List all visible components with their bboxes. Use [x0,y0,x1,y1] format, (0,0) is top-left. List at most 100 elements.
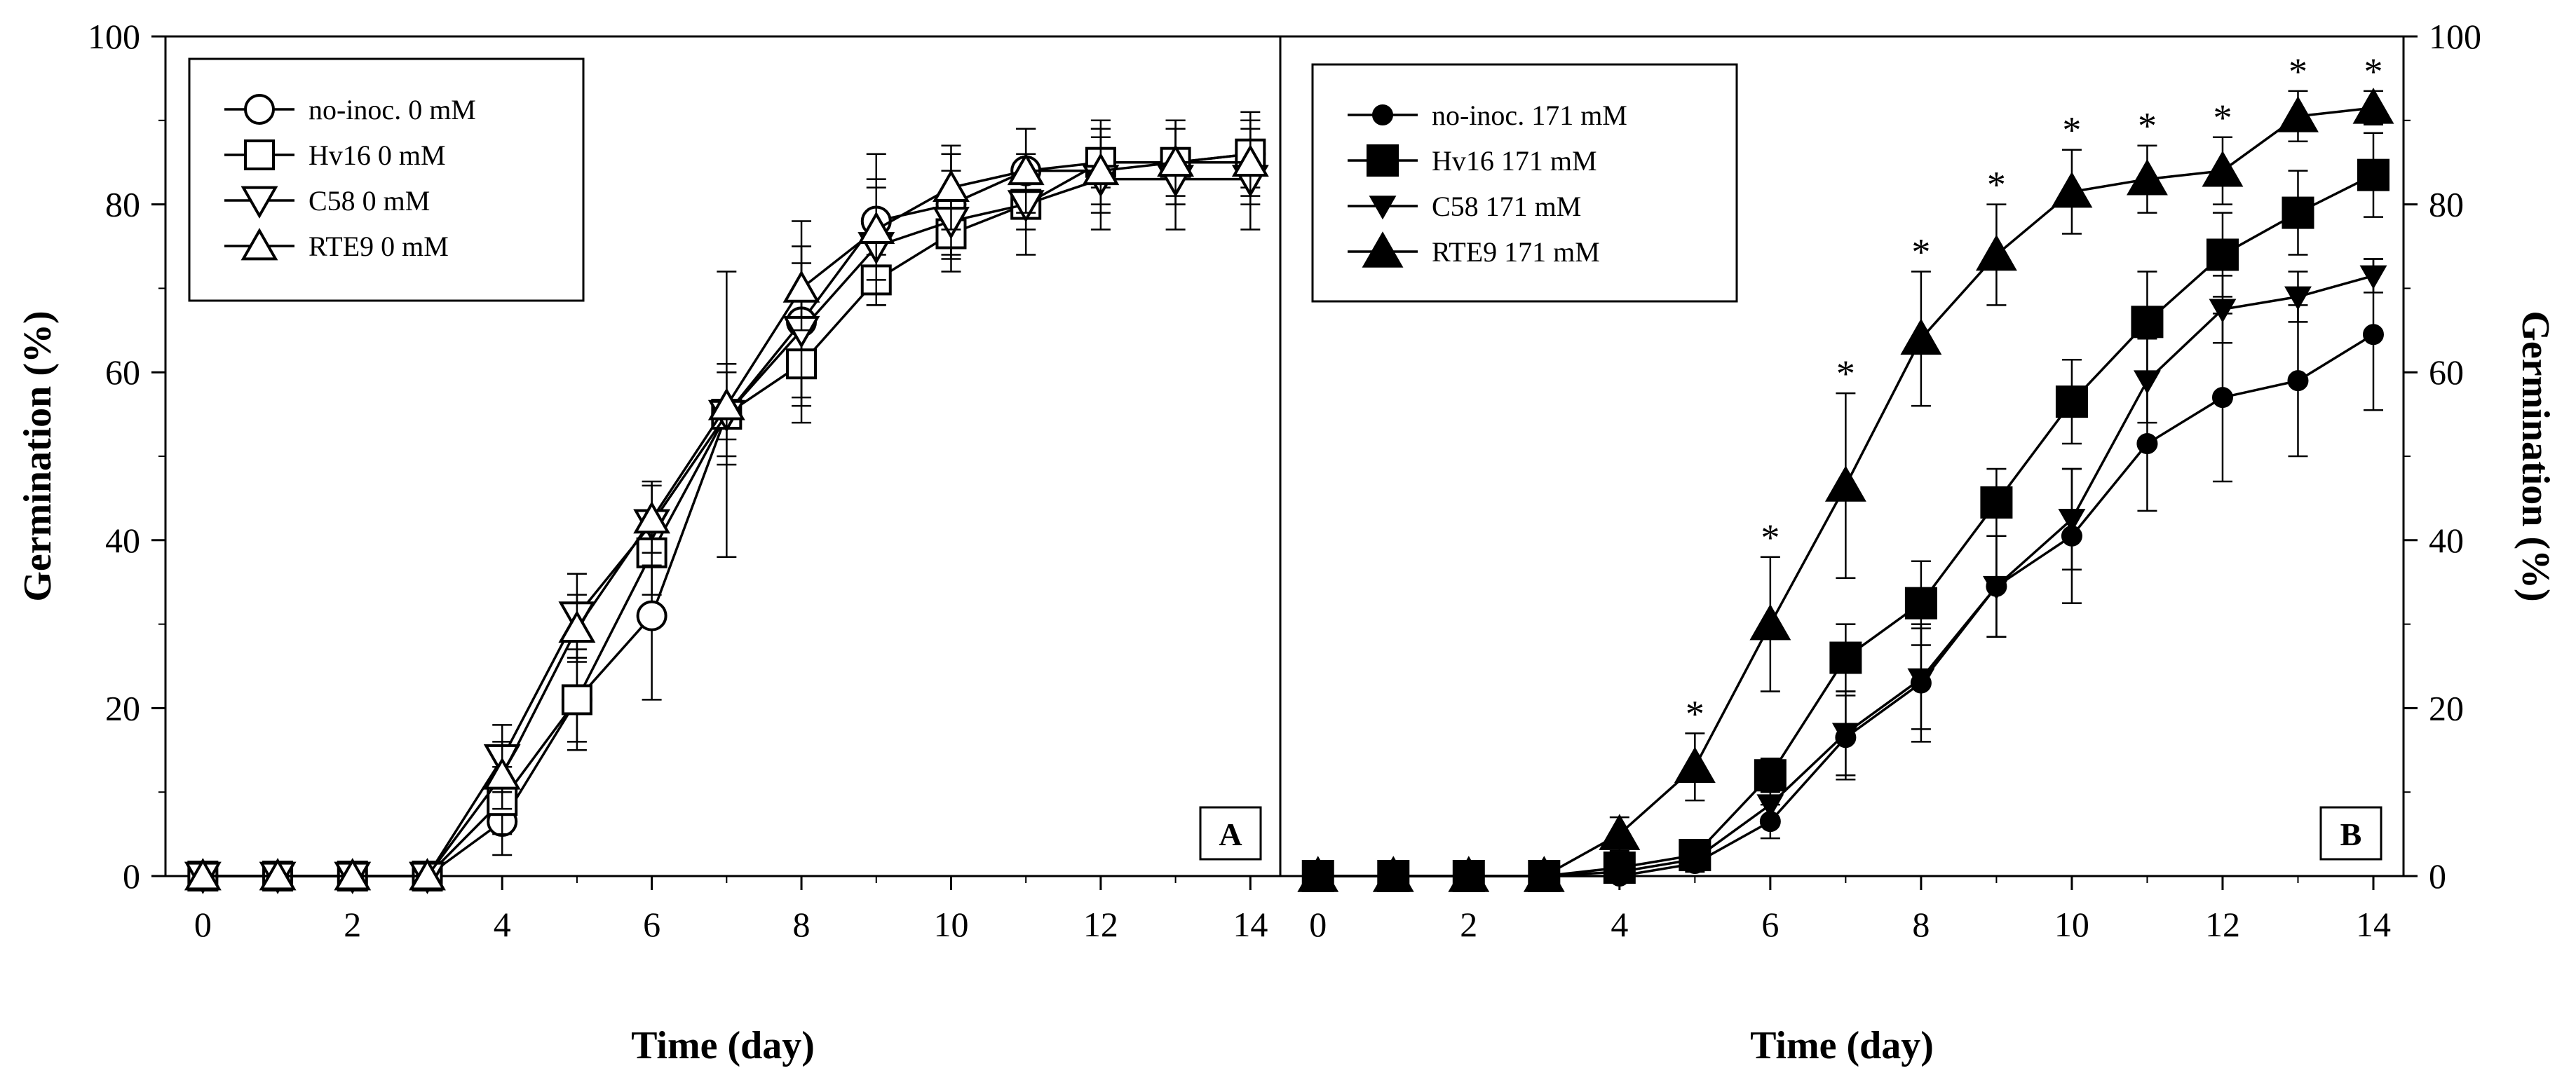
significance-star: * [1911,231,1930,273]
data-point [2051,171,2093,208]
panel-letter: A [1199,806,1262,861]
data-point [1372,856,1414,892]
panel-letter: B [2319,806,2382,861]
data-point [1900,318,1942,355]
legend-marker [1369,196,1397,220]
panel-letter-text: A [1219,816,1242,852]
legend: no-inoc. 0 mM Hv16 0 mM C58 0 mM RTE9 0 mM [188,57,585,302]
data-point [1523,856,1565,892]
x-tick-label: 4 [494,905,511,944]
x-tick-label: 12 [1083,905,1118,944]
data-point [1606,861,1634,886]
data-point [1829,641,1862,674]
legend-marker [1362,231,1404,268]
data-point [2284,286,2312,310]
y-tick-label: 0 [123,856,140,896]
data-point [1231,144,1269,177]
legend-label: RTE9 171 mM [1432,236,1600,268]
y-tick-label: 60 [2429,353,2464,392]
data-point [1980,486,2013,519]
data-point [636,600,667,631]
x-tick-label: 0 [194,905,212,944]
y-tick-label: 60 [105,353,140,392]
data-point [2202,150,2244,187]
data-point [2206,238,2239,271]
significance-star: * [1836,353,1855,395]
data-point [2282,196,2314,229]
y-tick-label: 80 [2429,185,2464,224]
significance-star: * [1761,517,1780,559]
x-tick-label: 6 [1761,905,1779,944]
data-point [1599,814,1641,850]
data-point [2058,509,2086,533]
data-point [409,858,446,891]
data-point [2359,265,2387,289]
significance-star: * [2062,109,2081,151]
y-axis-title: Germination (%) [2514,310,2557,601]
legend-label: no-inoc. 0 mM [309,94,476,125]
error-bars [1685,258,2383,873]
data-point [1975,234,2017,271]
data-point [259,858,297,891]
x-tick-label: 2 [1460,905,1477,944]
x-tick-label: 14 [2356,905,2391,944]
x-tick-label: 14 [1233,905,1268,944]
data-point [2055,385,2088,418]
data-point [857,211,895,244]
series [1297,88,2394,892]
x-tick-label: 2 [344,905,361,944]
y-tick-label: 80 [105,185,140,224]
data-point [2136,433,2158,455]
x-tick-label: 8 [1912,905,1930,944]
y-axis-title: Germination (%) [16,310,60,601]
data-point [933,169,970,203]
data-point [483,757,521,790]
x-tick-label: 12 [2205,905,2240,944]
x-tick-label: 8 [793,905,811,944]
y-ticks: 0 20 40 60 80 100 [88,17,165,896]
data-point [2209,299,2237,323]
data-point [2126,158,2168,196]
data-point [1754,759,1787,792]
x-ticks: 0 2 4 6 8 10 12 14 [1309,876,2391,944]
legend-label: RTE9 0 mM [309,231,449,262]
significance-star: * [2364,50,2382,93]
data-point [2362,324,2384,346]
x-axis-title: Time (day) [1750,1024,1934,1067]
x-tick-label: 10 [933,905,968,944]
data-point [334,858,372,891]
data-point [561,684,592,716]
data-point [2133,370,2161,395]
significance-star: * [1686,692,1704,734]
data-point [1157,144,1195,177]
data-point [707,388,745,421]
data-point [1297,856,1339,892]
data-point [1007,152,1045,186]
y-tick-label: 20 [105,688,140,727]
data-point [1082,152,1120,186]
data-point [1681,849,1709,873]
panel-b: 0 2 4 6 8 10 12 14 0 20 40 60 80 100 Time (day) Germina… [1280,17,2557,1067]
y-tick-label: 40 [2429,521,2464,560]
x-tick-label: 4 [1611,905,1628,944]
error-bars [1609,258,2383,877]
legend-label: Hv16 0 mM [309,139,446,171]
legend-marker [240,186,278,219]
data-point [558,610,596,643]
data-point [1824,465,1866,502]
series [184,119,1269,891]
panel-letter-box [1199,806,1262,861]
data-point [1982,575,2010,600]
legend: no-inoc. 171 mM Hv16 171 mM C58 171 mM RTE9… [1311,63,1738,303]
data-point [1448,856,1490,892]
y-tick-label: 40 [105,521,140,560]
y-ticks: 0 20 40 60 80 100 [2404,17,2481,896]
x-ticks: 0 2 4 6 8 10 12 14 [194,876,1268,944]
data-point [2277,96,2319,132]
data-point [2131,306,2164,339]
x-tick-label: 6 [643,905,660,944]
panel-letter-text: B [2340,816,2362,852]
legend-marker [244,94,275,125]
x-axis-title: Time (day) [631,1024,815,1067]
